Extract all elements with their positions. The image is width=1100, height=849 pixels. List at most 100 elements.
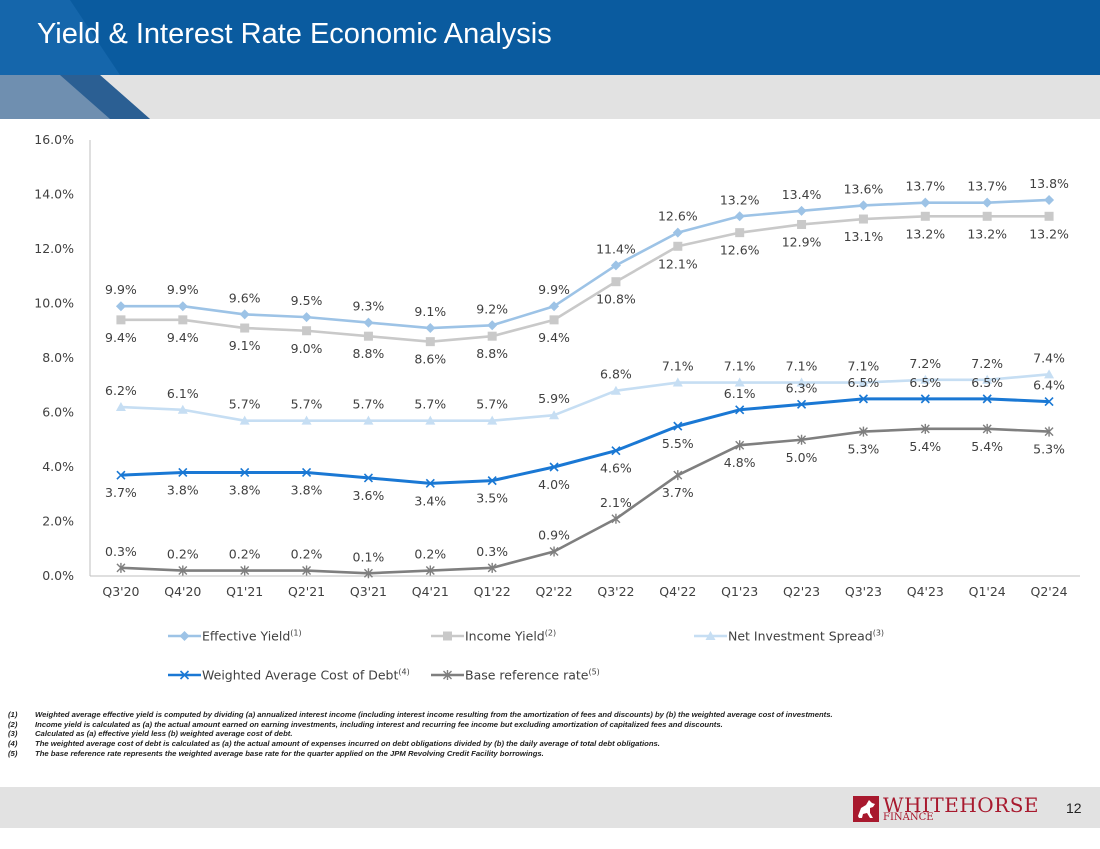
x-tick-label: Q2'21 <box>288 584 325 599</box>
horse-icon <box>853 796 879 822</box>
data-label: 9.1% <box>414 304 446 319</box>
x-tick-label: Q1'24 <box>969 584 1006 599</box>
data-point <box>549 546 559 557</box>
data-point <box>487 562 497 573</box>
data-point <box>611 513 621 524</box>
data-point <box>673 241 683 251</box>
header-band <box>0 75 1100 119</box>
data-label: 5.7% <box>229 397 261 412</box>
legend-marker <box>705 631 716 640</box>
data-point <box>735 440 745 451</box>
data-label: 5.7% <box>476 397 508 412</box>
footer-band <box>0 787 1100 828</box>
legend-item-1: Income Yield(2) <box>431 629 556 644</box>
data-point <box>1044 369 1055 379</box>
data-point <box>858 394 869 404</box>
data-label: 3.7% <box>105 485 137 500</box>
y-tick-label: 8.0% <box>42 350 74 365</box>
data-label: 9.6% <box>229 290 261 305</box>
legend-label-text: Income Yield <box>465 629 545 644</box>
data-label: 0.9% <box>538 527 570 542</box>
x-tick-label: Q1'21 <box>226 584 263 599</box>
data-label: 9.9% <box>538 282 570 297</box>
data-point <box>425 415 436 425</box>
data-label: 9.1% <box>229 338 261 353</box>
data-label: 12.6% <box>720 243 760 258</box>
data-point <box>487 331 497 341</box>
y-tick-label: 2.0% <box>42 514 74 529</box>
data-label: 9.4% <box>105 330 137 345</box>
data-label: 9.4% <box>167 330 199 345</box>
series-1: 9.4% 9.4% 9.1% 9.0% 8.8% 8.6% 8.8% 9.4% 10.8% 12.… <box>105 211 1069 367</box>
data-label: 13.2% <box>967 226 1007 241</box>
data-label: 9.2% <box>476 301 508 316</box>
data-label: 6.5% <box>971 375 1003 390</box>
data-point <box>363 473 374 483</box>
data-point <box>487 320 498 331</box>
series-3: 3.7% 3.8% 3.8% 3.8% 3.6% 3.4% 3.5% 4.0% 4.6% 5.5%… <box>105 375 1065 508</box>
data-label: 12.6% <box>658 209 698 224</box>
legend-label-sup: (3) <box>873 629 884 638</box>
data-label: 10.8% <box>596 292 636 307</box>
data-point <box>301 312 312 323</box>
data-point <box>116 315 126 325</box>
data-point <box>549 315 559 325</box>
data-point <box>611 277 621 287</box>
data-point <box>115 301 126 312</box>
data-point <box>363 415 374 425</box>
legend-item-3: Weighted Average Cost of Debt(4) <box>168 668 410 683</box>
data-label: 12.9% <box>782 234 822 249</box>
header-bar: Yield & Interest Rate Economic Analysis <box>0 0 1100 75</box>
footnote-number: (2) <box>8 719 18 729</box>
data-point <box>239 309 250 320</box>
data-label: 9.0% <box>291 341 323 356</box>
logo-subtitle: FINANCE <box>883 812 934 823</box>
data-label: 9.3% <box>353 299 385 314</box>
data-point <box>1044 426 1054 437</box>
data-point <box>116 470 126 480</box>
legend-label-sup: (2) <box>545 629 556 638</box>
data-label: 9.4% <box>538 330 570 345</box>
footnote-4: (4) The weighted average cost of debt is … <box>8 739 878 749</box>
data-point <box>178 467 188 478</box>
data-label: 13.1% <box>844 229 884 244</box>
data-point <box>797 219 807 229</box>
data-label: 5.3% <box>1033 442 1065 457</box>
footnote-5: (5) The base reference rate represents th… <box>8 749 878 759</box>
data-label: 13.4% <box>782 187 822 202</box>
data-point <box>301 415 312 425</box>
data-label: 0.1% <box>353 549 385 564</box>
data-point <box>549 462 559 472</box>
data-point <box>610 260 621 271</box>
y-tick-label: 6.0% <box>42 405 74 420</box>
data-point <box>239 415 250 425</box>
data-label: 7.4% <box>1033 350 1065 365</box>
series-line <box>120 373 1050 422</box>
data-point <box>487 476 497 486</box>
page-title: Yield & Interest Rate Economic Analysis <box>37 18 552 50</box>
page-number: 12 <box>1066 800 1082 816</box>
data-label: 5.7% <box>414 397 446 412</box>
data-point <box>240 323 250 333</box>
footnote-text: The base reference rate represents the w… <box>35 748 544 758</box>
data-point <box>363 331 373 341</box>
data-label: 7.1% <box>786 359 818 374</box>
data-point <box>982 374 993 384</box>
legend-label: Base reference rate(5) <box>465 668 600 683</box>
data-point <box>858 214 868 224</box>
data-label: 3.8% <box>291 482 323 497</box>
data-point <box>796 205 807 216</box>
y-tick-label: 14.0% <box>34 187 74 202</box>
data-point <box>302 565 312 576</box>
data-point <box>240 467 250 478</box>
data-point <box>425 565 435 576</box>
data-point <box>672 377 683 387</box>
data-point <box>920 394 930 404</box>
data-label: 5.9% <box>538 391 570 406</box>
data-label: 0.2% <box>291 547 323 562</box>
series-line <box>120 427 1050 575</box>
data-label: 0.2% <box>167 547 199 562</box>
data-point <box>611 446 621 456</box>
footnote-2: (2) Income yield is calculated as (a) the… <box>8 720 878 730</box>
footnote-text: Income yield is calculated as (a) the ac… <box>35 719 723 729</box>
